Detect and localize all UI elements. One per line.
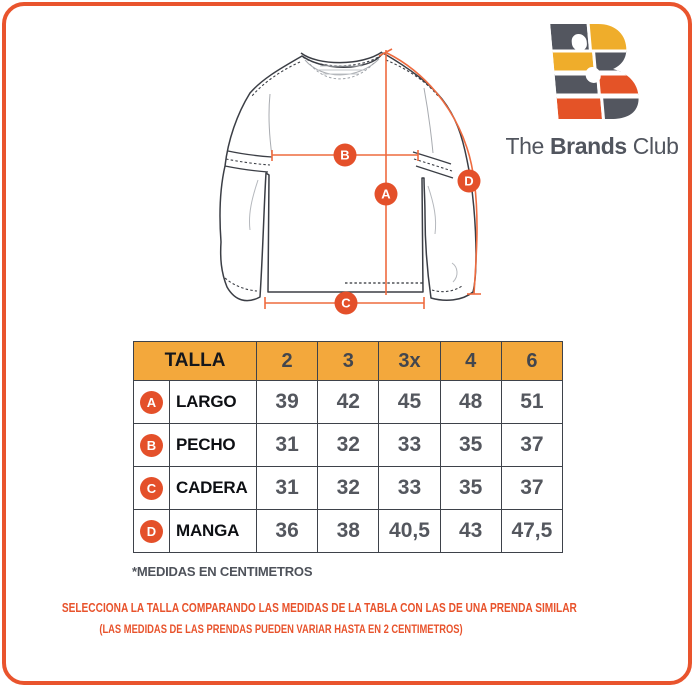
cell-value: 39 [256, 380, 319, 424]
cell-value: 31 [256, 423, 319, 467]
cell-value: 42 [317, 380, 380, 424]
badge-cell: C [133, 466, 170, 510]
row-label: PECHO [168, 423, 258, 467]
cell-value: 36 [256, 509, 319, 553]
logo-word-brands: Brands [549, 133, 627, 159]
shoulder-seam-right [385, 59, 439, 97]
cell-value: 45 [378, 380, 441, 424]
measure-line-a [378, 48, 393, 295]
footer-line-1: SELECCIONA LA TALLA COMPARANDO LAS MEDID… [61, 600, 577, 615]
table-row-manga: D MANGA 36 38 40,5 43 47,5 [133, 509, 564, 553]
brand-logo-wordmark: The Brands Club [500, 133, 684, 160]
size-table: TALLA 2 3 3x 4 6 A LARGO 39 42 45 48 51 … [132, 341, 564, 553]
row-label: CADERA [168, 466, 258, 510]
row-letter-badge-c: C [140, 476, 163, 500]
cell-value: 32 [317, 423, 380, 467]
marker-b-badge: B [333, 143, 357, 167]
logo-word-club: Club [632, 133, 679, 159]
units-note: *MEDIDAS EN CENTIMETROS [132, 564, 313, 579]
brand-logo-icon [550, 24, 641, 119]
badge-cell: B [133, 423, 170, 467]
footer-line-2: (LAS MEDIDAS DE LAS PRENDAS PUEDEN VARIA… [99, 622, 463, 636]
table-row-cadera: C CADERA 31 32 33 35 37 [133, 466, 564, 510]
header-size-3: 3 [317, 341, 380, 381]
cell-value: 38 [317, 509, 380, 553]
row-label: MANGA [168, 509, 258, 553]
header-size-3x: 3x [378, 341, 441, 381]
svg-text:C: C [341, 296, 351, 311]
shirt-outline [219, 52, 477, 302]
marker-a-badge: A [374, 182, 398, 206]
cell-value: 43 [439, 509, 502, 553]
cuff-right [431, 262, 463, 293]
header-talla: TALLA [132, 341, 258, 381]
logo-word-the: The [505, 133, 545, 159]
size-table-header-row: TALLA 2 3 3x 4 6 [132, 341, 564, 381]
header-size-2: 2 [256, 341, 319, 381]
shirt-measurement-diagram: B A C D [219, 48, 481, 315]
table-row-largo: A LARGO 39 42 45 48 51 [133, 380, 564, 424]
cell-value: 51 [500, 380, 564, 424]
header-size-4: 4 [439, 341, 502, 381]
shoulder-seam-left [251, 61, 301, 97]
cell-value: 32 [317, 466, 380, 510]
badge-cell: D [133, 509, 170, 553]
cell-value: 35 [439, 423, 502, 467]
row-letter-badge-d: D [140, 519, 163, 543]
collar [300, 51, 383, 80]
marker-c-badge: C [334, 291, 358, 315]
cell-value: 48 [439, 380, 502, 424]
cell-value: 35 [439, 466, 502, 510]
svg-text:A: A [381, 187, 391, 202]
row-letter-badge-a: A [140, 390, 163, 414]
cell-value: 33 [378, 466, 441, 510]
table-row-pecho: B PECHO 31 32 33 35 37 [133, 423, 564, 467]
svg-text:D: D [464, 174, 473, 189]
cell-value: 47,5 [500, 509, 564, 553]
short-sleeve-right [412, 87, 454, 235]
cell-value: 37 [500, 423, 564, 467]
cell-value: 33 [378, 423, 441, 467]
footer-instructions: SELECCIONA LA TALLA COMPARANDO LAS MEDID… [0, 600, 577, 636]
header-size-6: 6 [500, 341, 564, 381]
row-letter-badge-b: B [140, 433, 163, 457]
svg-text:B: B [340, 148, 349, 163]
cell-value: 40,5 [378, 509, 441, 553]
marker-d-badge: D [457, 169, 481, 193]
badge-cell: A [133, 380, 170, 424]
cell-value: 31 [256, 466, 319, 510]
row-label: LARGO [168, 380, 258, 424]
cell-value: 37 [500, 466, 564, 510]
